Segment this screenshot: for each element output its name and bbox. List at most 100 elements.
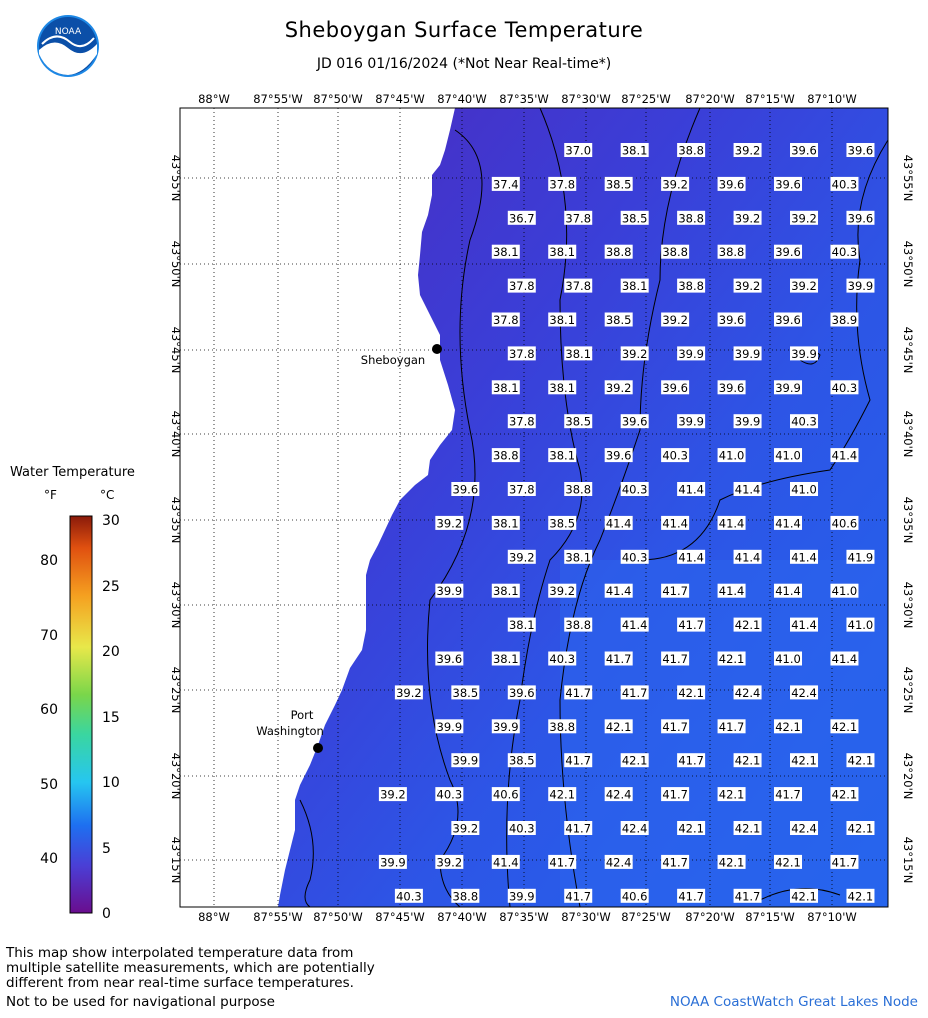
longitude-label-bottom: 87°10'W: [807, 910, 857, 924]
temp-value-label: 41.4: [606, 516, 632, 530]
temp-value-box: [733, 685, 762, 700]
temp-value-box: [507, 888, 536, 903]
disclaimer-line: different from near real-time surface te…: [6, 975, 354, 991]
temp-value-label: 39.2: [509, 550, 535, 564]
temp-value-label: 39.6: [848, 211, 874, 225]
latitude-label-left: 43°30'N: [169, 582, 183, 629]
temp-value-label: 38.1: [622, 144, 648, 158]
temp-value-box: [435, 651, 464, 666]
temp-value-box: [774, 380, 803, 395]
latitude-label-right: 43°30'N: [901, 582, 915, 629]
temp-value-label: 41.4: [735, 483, 761, 497]
temp-value-label: 41.7: [678, 889, 704, 903]
temp-value-label: 39.2: [453, 822, 479, 836]
temp-value-box: [717, 787, 746, 802]
temp-value-box: [661, 854, 690, 869]
temp-value-label: 39.6: [775, 177, 801, 191]
map-frame: [179, 107, 889, 908]
temp-value-box: [717, 583, 746, 598]
temp-value-label: 39.2: [791, 279, 817, 293]
temp-value-label: 40.3: [396, 889, 422, 903]
temp-value-label: 41.9: [848, 550, 874, 564]
temp-value-box: [564, 888, 593, 903]
temp-value-label: 41.0: [775, 652, 801, 666]
temp-value-label: 41.7: [662, 720, 688, 734]
temp-value-label: 41.7: [662, 855, 688, 869]
legend-colorbar: [69, 515, 93, 914]
temp-value-label: 39.2: [380, 788, 406, 802]
temp-value-box: [435, 854, 464, 869]
temp-value-box: [677, 685, 706, 700]
temp-value-label: 41.0: [775, 449, 801, 463]
temp-value-label: 42.4: [791, 822, 817, 836]
city-label-sheboygan: Sheboygan: [361, 353, 425, 367]
latitude-label-left: 43°35'N: [169, 497, 183, 544]
latitude-label-left: 43°15'N: [169, 837, 183, 884]
temp-value-box: [733, 414, 762, 429]
temp-value-label: 39.2: [735, 144, 761, 158]
temp-value-box: [790, 278, 819, 293]
temp-value-box: [507, 685, 536, 700]
temp-value-label: 41.7: [565, 822, 591, 836]
temp-value-box: [604, 176, 633, 191]
temp-value-label: 42.1: [719, 652, 745, 666]
temp-value-label: 40.6: [622, 889, 648, 903]
temp-value-box: [604, 244, 633, 259]
temp-value-label: 42.1: [735, 618, 761, 632]
temp-value-box: [548, 380, 577, 395]
temp-value-box: [620, 753, 649, 768]
temp-value-label: 41.7: [565, 686, 591, 700]
latitude-label-right: 43°25'N: [901, 667, 915, 714]
longitude-label-top: 87°40'W: [437, 92, 487, 106]
temp-value-box: [507, 617, 536, 632]
temp-value-box: [733, 617, 762, 632]
disclaimer-line: This map show interpolated temperature d…: [6, 945, 354, 961]
temp-value-label: 41.7: [622, 686, 648, 700]
temp-value-box: [491, 515, 520, 530]
temp-value-label: 41.0: [791, 483, 817, 497]
temp-value-box: [620, 617, 649, 632]
temp-value-box: [733, 346, 762, 361]
temp-value-box: [507, 821, 536, 835]
temp-value-box: [661, 787, 690, 802]
temp-value-box: [604, 448, 633, 463]
temp-value-box: [717, 244, 746, 259]
temp-value-box: [604, 854, 633, 869]
longitude-label-bottom: 87°35'W: [499, 910, 549, 924]
temp-value-label: 38.1: [493, 652, 519, 666]
temp-value-label: 38.1: [565, 347, 591, 361]
temp-value-label: 42.1: [678, 822, 704, 836]
temp-value-label: 41.0: [832, 584, 858, 598]
temp-value-label: 42.4: [606, 855, 632, 869]
temp-value-box: [564, 482, 593, 496]
temp-value-label: 41.7: [549, 855, 575, 869]
latitude-label-right: 43°40'N: [901, 411, 915, 458]
temp-value-box: [661, 515, 690, 530]
temp-value-label: 39.6: [622, 415, 648, 429]
temp-value-box: [620, 549, 649, 564]
temp-value-box: [507, 753, 536, 768]
temp-value-label: 42.1: [791, 754, 817, 768]
temp-value-label: 40.3: [832, 381, 858, 395]
temp-value-box: [774, 312, 803, 327]
temp-value-label: 38.5: [549, 516, 575, 530]
temp-value-box: [620, 210, 649, 225]
temp-value-box: [830, 651, 859, 666]
temp-value-box: [604, 380, 633, 395]
temp-value-box: [604, 787, 633, 802]
temp-value-label: 41.7: [662, 788, 688, 802]
legend-tick-c: 30: [102, 513, 120, 529]
temp-value-label: 39.6: [719, 177, 745, 191]
temp-value-box: [717, 719, 746, 734]
temp-value-label: 39.9: [735, 415, 761, 429]
temp-value-box: [661, 651, 690, 666]
temp-value-label: 37.8: [509, 347, 535, 361]
disclaimer: This map show interpolated temperature d…: [6, 946, 375, 991]
temp-value-label: 41.4: [791, 618, 817, 632]
temp-value-box: [733, 888, 762, 903]
longitude-label-bottom: 88°W: [198, 910, 230, 924]
temp-value-box: [846, 278, 875, 293]
temp-value-box: [378, 787, 407, 802]
temp-value-box: [620, 414, 649, 429]
temp-value-box: [830, 719, 859, 734]
